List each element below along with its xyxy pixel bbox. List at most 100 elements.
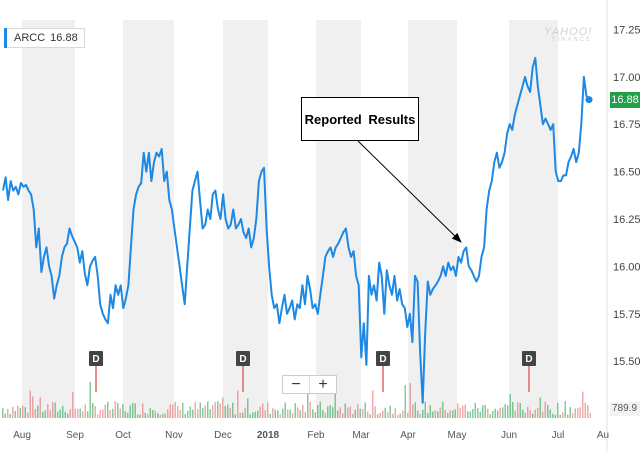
- volume-bar: [134, 403, 136, 418]
- volume-bar: [24, 407, 26, 418]
- volume-bar: [464, 404, 466, 418]
- volume-bar: [419, 414, 421, 418]
- volume-bar: [354, 409, 356, 418]
- volume-bar: [534, 409, 536, 418]
- volume-bar: [442, 401, 444, 418]
- volume-bar: [412, 404, 414, 418]
- volume-bar: [302, 404, 304, 418]
- volume-bar: [504, 403, 506, 418]
- volume-bar: [119, 408, 121, 418]
- dividend-marker[interactable]: D: [236, 351, 250, 366]
- volume-bar: [334, 387, 336, 418]
- volume-bar: [17, 405, 19, 418]
- zoom-in-button[interactable]: +: [309, 376, 336, 393]
- volume-bar: [282, 408, 284, 418]
- dividend-label: D: [379, 354, 386, 365]
- volume-bar: [242, 412, 244, 418]
- volume-bar: [14, 411, 16, 418]
- volume-bar: [47, 404, 49, 418]
- x-tick-label: Jul: [552, 430, 565, 441]
- volume-bar: [169, 404, 171, 418]
- volume-bar: [519, 402, 521, 418]
- volume-bar: [512, 401, 514, 418]
- volume-bar: [574, 408, 576, 418]
- volume-bar: [49, 410, 51, 418]
- x-tick-label: Nov: [165, 430, 183, 441]
- volume-bar: [314, 412, 316, 418]
- volume-bar: [187, 410, 189, 418]
- volume-bar: [507, 405, 509, 418]
- volume-bar: [179, 409, 181, 418]
- x-tick-label: Au: [597, 430, 609, 441]
- volume-bar: [324, 412, 326, 418]
- volume-bar: [444, 410, 446, 418]
- volume-bar: [514, 410, 516, 418]
- volume-bar: [572, 413, 574, 418]
- volume-bar: [262, 403, 264, 418]
- y-tick-label: 16.00: [613, 261, 640, 273]
- volume-bar: [392, 413, 394, 418]
- volume-bar: [449, 410, 451, 418]
- volume-bar: [309, 401, 311, 418]
- volume-bar: [152, 410, 154, 418]
- dividend-marker[interactable]: D: [376, 351, 390, 366]
- dividend-label: D: [92, 354, 99, 365]
- volume-bar: [247, 398, 249, 418]
- volume-bar: [577, 408, 579, 418]
- volume-bar: [107, 401, 109, 418]
- volume-bar: [269, 413, 271, 418]
- volume-bar: [217, 401, 219, 418]
- volume-bar: [332, 406, 334, 418]
- volume-bar: [327, 406, 329, 418]
- volume-bar: [517, 402, 519, 418]
- volume-label: 789.9: [610, 402, 640, 416]
- volume-bar: [377, 414, 379, 418]
- zoom-out-button[interactable]: −: [291, 376, 301, 393]
- volume-bar: [454, 409, 456, 418]
- volume-bar: [114, 401, 116, 418]
- volume-bar: [582, 391, 584, 418]
- volume-bar: [279, 414, 281, 418]
- volume-bar: [99, 409, 101, 418]
- dividend-marker[interactable]: D: [89, 351, 103, 366]
- volume-bar: [159, 414, 161, 418]
- callout-arrow: [357, 140, 462, 243]
- volume-bar: [219, 403, 221, 418]
- volume-bar: [214, 402, 216, 418]
- volume-bar: [4, 413, 6, 418]
- volume-bar: [144, 412, 146, 418]
- annotation-arrow: [357, 140, 462, 243]
- volume-bar: [432, 411, 434, 418]
- volume-bar: [109, 409, 111, 418]
- volume-bar: [304, 411, 306, 418]
- volume-bar: [54, 402, 56, 418]
- volume-bar: [229, 407, 231, 418]
- volume-bar: [234, 414, 236, 418]
- volume-bar: [554, 414, 556, 418]
- price-line-group: [2, 56, 593, 404]
- volume-bar: [542, 411, 544, 418]
- volume-bar: [509, 394, 511, 418]
- volume-bar: [9, 413, 11, 418]
- dividend-marker[interactable]: D: [522, 351, 536, 366]
- volume-bar: [84, 404, 86, 418]
- volume-bar: [52, 402, 54, 418]
- volume-bar: [367, 411, 369, 418]
- volume-bar: [394, 408, 396, 418]
- ticker-legend[interactable]: ARCC 16.88: [4, 28, 85, 48]
- volume-bar: [34, 409, 36, 418]
- volume-bar: [407, 412, 409, 418]
- volume-bar: [484, 404, 486, 418]
- volume-bar: [2, 408, 4, 418]
- volume-bar: [202, 408, 204, 418]
- volume-bar: [459, 407, 461, 418]
- volume-bar: [429, 405, 431, 418]
- volume-bar: [389, 405, 391, 418]
- volume-bar: [434, 410, 436, 418]
- volume-bar: [292, 413, 294, 418]
- volume-bar: [474, 402, 476, 418]
- y-tick-label: 16.25: [613, 214, 640, 226]
- volume-bar: [77, 408, 79, 418]
- volume-bar: [197, 409, 199, 418]
